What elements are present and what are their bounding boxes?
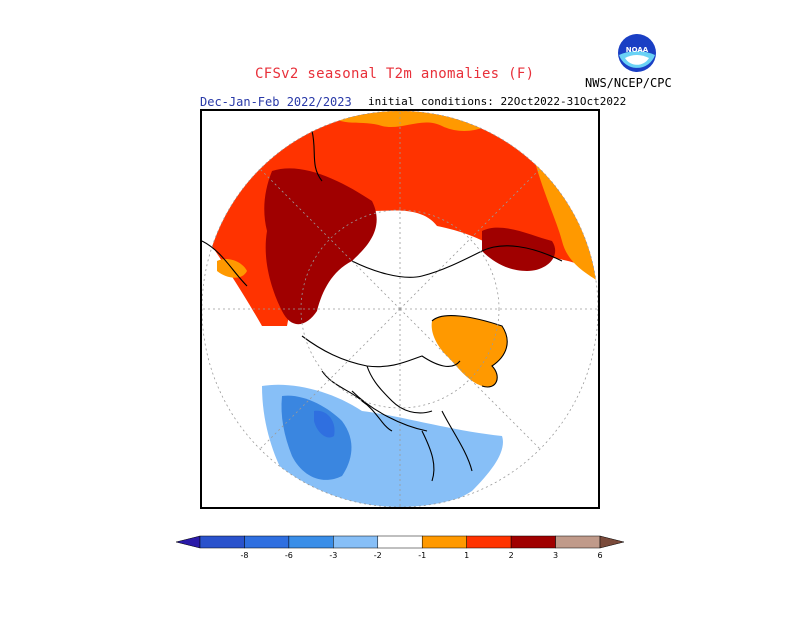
colorbar-tick-label: -6 [285, 551, 293, 560]
colorbar-box [288, 535, 334, 549]
colorbar-tick-label: -2 [374, 551, 382, 560]
colorbar-box [466, 535, 512, 549]
polar-map [202, 111, 598, 507]
colorbar-box [510, 535, 556, 549]
colorbar-tick-label: -8 [240, 551, 248, 560]
noaa-logo: NOAA [618, 34, 656, 72]
colorbar-box [377, 535, 423, 549]
colorbar-box [244, 535, 290, 549]
map-panel [200, 109, 600, 509]
initial-conditions: initial conditions: 22Oct2022-31Oct2022 [368, 95, 627, 108]
anomaly-region-greenland [431, 315, 508, 387]
colorbar-box [555, 535, 601, 549]
anomaly-region-warm-3to6-east [482, 227, 556, 271]
colorbar-tick-label: 2 [509, 551, 514, 560]
colorbar-tick-label: 1 [464, 551, 469, 560]
colorbar-arrow-low [175, 535, 201, 549]
anomaly-region-cold-minus2 [281, 395, 352, 480]
colorbar-box [333, 535, 379, 549]
agency-label: NWS/NCEP/CPC [585, 76, 672, 90]
colorbar-arrow-high [599, 535, 625, 549]
colorbar-boxes [175, 535, 625, 549]
colorbar-tick-label: -1 [418, 551, 426, 560]
anomaly-region-warm-3to6 [264, 168, 377, 325]
anomaly-region-warm-1to2-east [532, 151, 598, 281]
coastlines [202, 130, 563, 482]
forecast-period: Dec-Jan-Feb 2022/2023 [200, 95, 352, 109]
colorbar-tick-label: 6 [597, 551, 602, 560]
chart-title: CFSv2 seasonal T2m anomalies (F) [255, 66, 535, 82]
colorbar-tick-label: 3 [553, 551, 558, 560]
colorbar-box [199, 535, 245, 549]
anomaly-region-cold-minus3 [314, 410, 335, 438]
anomaly-fields [202, 111, 598, 507]
colorbar-labels: -8-6-3-2-112368 [240, 551, 602, 560]
colorbar-box [421, 535, 467, 549]
graticule [202, 111, 598, 507]
colorbar: -8-6-3-2-112368 [175, 535, 625, 560]
colorbar-tick-label: -3 [329, 551, 337, 560]
logo-text: NOAA [626, 46, 649, 54]
